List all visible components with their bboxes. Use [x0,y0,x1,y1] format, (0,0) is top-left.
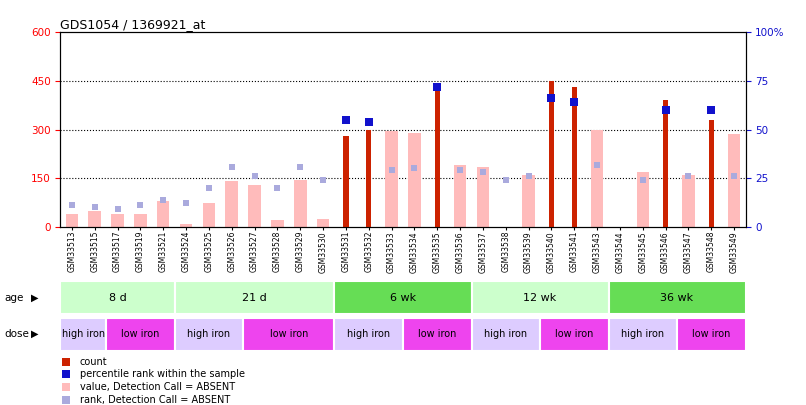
Bar [637,172,649,227]
Bar [682,175,695,227]
Text: high iron: high iron [62,329,105,339]
Bar [65,214,78,227]
Bar [89,211,101,227]
Text: high iron: high iron [484,329,527,339]
Bar [663,100,668,227]
Bar [175,281,334,314]
Text: dose: dose [4,329,29,339]
Bar [60,318,106,351]
Text: 6 wk: 6 wk [390,293,416,303]
Text: high iron: high iron [187,329,231,339]
Bar [294,180,306,227]
Text: percentile rank within the sample: percentile rank within the sample [80,369,245,379]
Bar [343,136,348,227]
Bar [134,214,147,227]
Text: GDS1054 / 1369921_at: GDS1054 / 1369921_at [60,18,206,31]
Text: 8 d: 8 d [109,293,127,303]
Text: low iron: low iron [418,329,456,339]
Text: low iron: low iron [555,329,593,339]
Bar [334,318,403,351]
Bar [106,318,175,351]
Bar [111,214,124,227]
Bar [180,224,193,227]
Text: 21 d: 21 d [242,293,267,303]
Text: rank, Detection Call = ABSENT: rank, Detection Call = ABSENT [80,395,230,405]
Bar [609,281,746,314]
Text: high iron: high iron [347,329,390,339]
Bar [476,167,489,227]
Bar [157,201,169,227]
Bar [454,165,467,227]
Text: ▶: ▶ [31,329,38,339]
Bar [472,281,609,314]
Bar [60,281,175,314]
Bar [549,81,554,227]
Text: low iron: low iron [270,329,308,339]
Bar [243,318,334,351]
Bar [334,281,472,314]
Bar [591,130,604,227]
Bar [540,318,609,351]
Text: 12 wk: 12 wk [523,293,557,303]
Bar [202,202,215,227]
Text: count: count [80,357,107,367]
Bar [175,318,243,351]
Text: value, Detection Call = ABSENT: value, Detection Call = ABSENT [80,382,235,392]
Bar [408,133,421,227]
Bar [226,181,238,227]
Bar [248,185,261,227]
Bar [271,220,284,227]
Bar [522,175,535,227]
Bar [708,120,714,227]
Text: ▶: ▶ [31,293,38,303]
Bar [609,318,677,351]
Text: high iron: high iron [621,329,664,339]
Bar [385,131,398,227]
Bar [571,87,577,227]
Bar [366,130,372,227]
Text: low iron: low iron [121,329,160,339]
Text: 36 wk: 36 wk [660,293,694,303]
Bar [403,318,472,351]
Bar [728,134,741,227]
Bar [472,318,540,351]
Bar [677,318,746,351]
Text: low iron: low iron [692,329,730,339]
Bar [434,84,440,227]
Bar [317,219,330,227]
Text: age: age [4,293,23,303]
